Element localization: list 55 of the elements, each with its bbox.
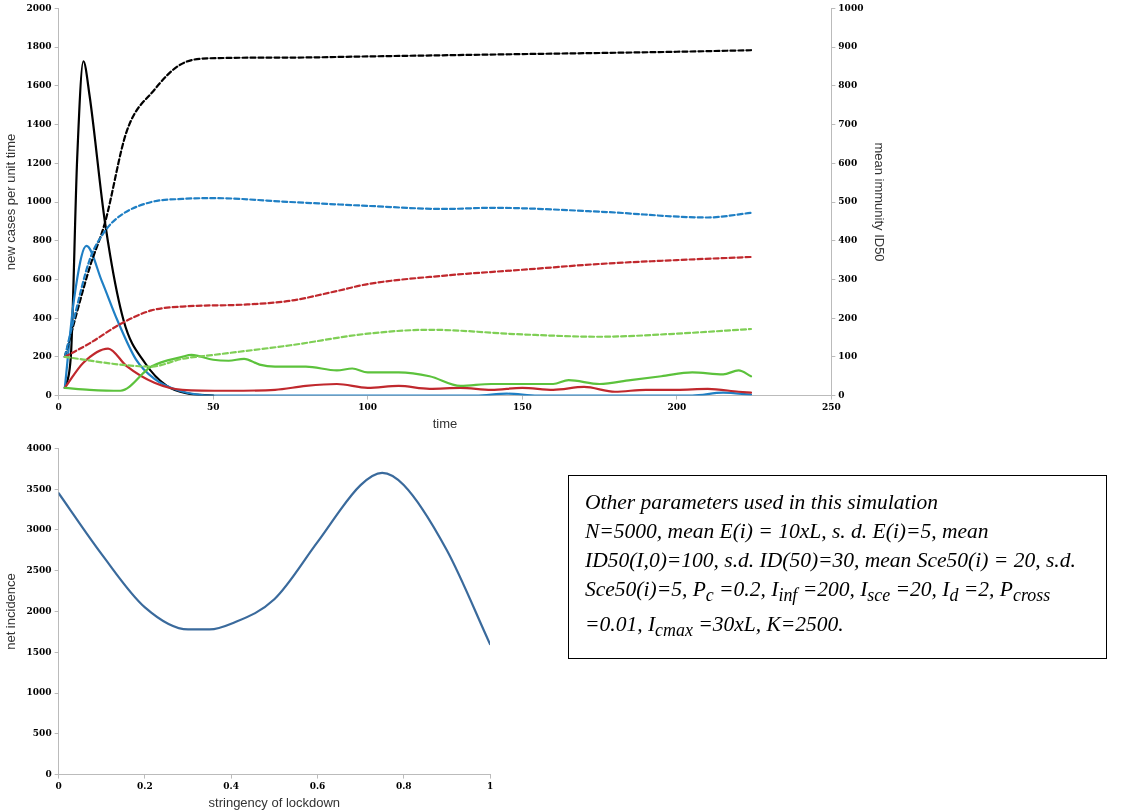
y2-tick-label: 400 <box>838 235 858 246</box>
x-tick-label: 0.8 <box>395 781 412 792</box>
text: N=5000, mean E(i) = 10xL, s. d. E(i)=5, mean ID50(I,0)=100, s.d. ID(50)=30, mean Sce50(i) = 20, s.d. Sce50(i)=5, P$_{c}$ =0.2, I$_{inf}$ =200, I$_{sce}$ =20, I$_{d}$ =2, P$_{cross}$ =0.01, I$_{cmax}$ =30xL, K=2500. <box>585 519 1076 641</box>
y-tick-label: 200 <box>32 351 52 362</box>
y-tick-label: 0 <box>45 389 52 400</box>
y2-tick-label: 800 <box>838 80 858 91</box>
line-series <box>63 327 753 368</box>
x-tick-label: 250 <box>821 402 841 413</box>
x-tick-label: 0 <box>55 781 62 792</box>
y-tick-label: 500 <box>32 728 52 739</box>
x-tick-label: 1 <box>486 781 494 792</box>
y-tick-label: 2500 <box>26 565 52 576</box>
y2-tick-label: 1000 <box>838 2 864 13</box>
y-tick-label: 3500 <box>26 483 52 494</box>
y-tick-label: 1800 <box>26 41 52 52</box>
y2-tick-label: 900 <box>838 41 858 52</box>
x-tick-label: 200 <box>667 402 687 413</box>
x-tick-label: 0.6 <box>309 781 326 792</box>
y2-tick-label: 0 <box>838 389 845 400</box>
x-tick-label: 0.4 <box>223 781 240 792</box>
y-tick-label: 2000 <box>26 605 52 616</box>
x-tick-label: 50 <box>206 402 220 413</box>
y2-tick-label: 300 <box>838 273 858 284</box>
y-tick-label: 1400 <box>26 118 52 129</box>
line-series <box>58 471 490 646</box>
y2-axis-title: mean immunity ID50 <box>871 142 887 262</box>
y-axis-title: new cases per unit time <box>3 133 19 271</box>
y2-tick-label: 700 <box>838 118 858 129</box>
y-tick-label: 1600 <box>26 80 52 91</box>
y-tick-label: 2000 <box>26 2 52 13</box>
text: Other parameters used in this simulation <box>585 489 939 516</box>
y-tick-label: 800 <box>32 235 52 246</box>
y-tick-label: 1000 <box>26 687 52 698</box>
y-tick-label: 400 <box>32 312 52 323</box>
y2-tick-label: 500 <box>838 196 858 207</box>
y-tick-label: 4000 <box>26 442 52 453</box>
y-tick-label: 1200 <box>26 157 52 168</box>
y2-tick-label: 200 <box>838 312 858 323</box>
y2-tick-label: 600 <box>838 157 858 168</box>
line-series <box>63 255 753 358</box>
x-tick-label: 0 <box>55 402 62 413</box>
line-series <box>63 353 753 392</box>
x-axis-title: stringency of lockdown <box>208 794 341 810</box>
x-tick-label: 0.2 <box>137 781 153 792</box>
x-tick-label: 150 <box>512 402 532 413</box>
y-tick-label: 1500 <box>26 646 52 657</box>
line-series <box>63 347 753 394</box>
y-axis-title: net incidence <box>3 573 19 650</box>
x-tick-label: 100 <box>358 402 378 413</box>
y-tick-label: 3000 <box>26 524 52 535</box>
y-tick-label: 600 <box>32 273 52 284</box>
y2-tick-label: 100 <box>838 351 858 362</box>
y-tick-label: 0 <box>45 768 52 779</box>
y-tick-label: 1000 <box>26 196 52 207</box>
x-axis-title: time <box>432 415 458 431</box>
